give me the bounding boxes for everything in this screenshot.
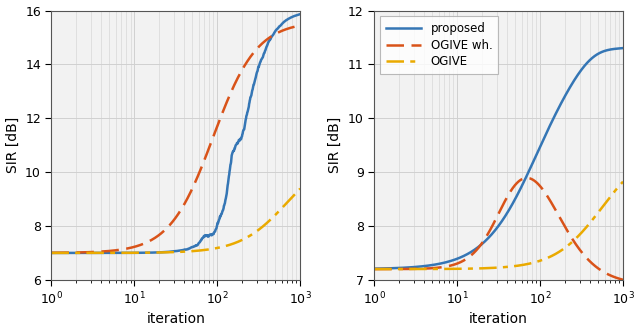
OGIVE wh. <box>523 176 531 180</box>
OGIVE wh. <box>559 222 567 226</box>
proposed <box>522 177 529 181</box>
OGIVE wh. <box>385 267 393 271</box>
proposed <box>619 46 627 50</box>
OGIVE wh. <box>522 176 529 180</box>
OGIVE <box>515 264 522 268</box>
OGIVE <box>385 267 393 271</box>
OGIVE <box>371 267 378 271</box>
OGIVE <box>619 180 627 184</box>
Legend: proposed, OGIVE wh., OGIVE: proposed, OGIVE wh., OGIVE <box>380 17 499 74</box>
proposed <box>559 98 567 102</box>
OGIVE wh. <box>371 267 378 271</box>
proposed <box>371 267 378 271</box>
Line: proposed: proposed <box>374 48 623 269</box>
proposed <box>529 161 536 165</box>
X-axis label: iteration: iteration <box>147 312 205 326</box>
Line: OGIVE: OGIVE <box>374 182 623 269</box>
OGIVE wh. <box>515 179 522 183</box>
OGIVE wh. <box>529 178 537 182</box>
Y-axis label: SIR [dB]: SIR [dB] <box>6 117 20 173</box>
X-axis label: iteration: iteration <box>469 312 528 326</box>
Line: OGIVE wh.: OGIVE wh. <box>374 178 623 280</box>
OGIVE <box>529 261 536 265</box>
OGIVE <box>559 247 567 251</box>
OGIVE wh. <box>585 258 593 262</box>
proposed <box>385 266 393 270</box>
OGIVE <box>584 223 592 227</box>
Y-axis label: SIR [dB]: SIR [dB] <box>328 117 342 173</box>
OGIVE <box>522 263 529 267</box>
proposed <box>584 59 592 63</box>
OGIVE wh. <box>619 278 627 282</box>
proposed <box>515 190 522 194</box>
